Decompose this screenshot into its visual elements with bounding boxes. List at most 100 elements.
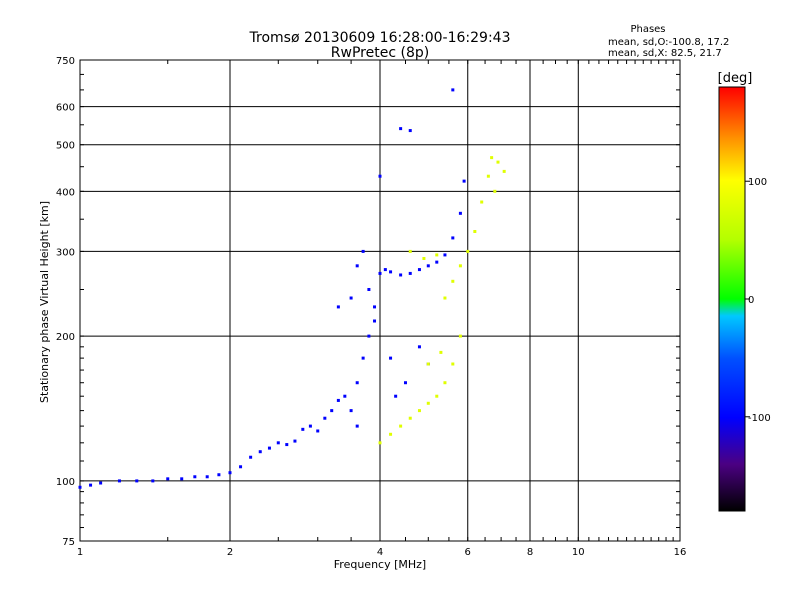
data-point-o xyxy=(373,319,377,323)
y-tick-label: 600 xyxy=(56,103,75,114)
data-point-o xyxy=(180,477,184,481)
data-point-o xyxy=(373,305,377,309)
data-point-o xyxy=(408,129,412,133)
data-point-o xyxy=(355,381,359,385)
chart-subtitle: RwPretec (8p) xyxy=(331,45,429,61)
x-tick-label: 10 xyxy=(572,547,585,558)
axis-ticks: 1 2 4 6 8 10 16 75 100 200 300 400 500 600 750 xyxy=(56,56,686,558)
data-point-x xyxy=(422,256,426,260)
data-point-o xyxy=(458,211,462,215)
grid-lines xyxy=(80,60,680,541)
data-point-o xyxy=(408,271,412,275)
data-point-o xyxy=(417,268,421,272)
data-point-o xyxy=(336,305,340,309)
data-point-o xyxy=(367,334,371,338)
data-point-x xyxy=(426,362,430,366)
data-point-o xyxy=(462,179,466,183)
stats-title: Phases xyxy=(630,24,665,35)
data-point-x xyxy=(493,189,497,193)
data-point-o xyxy=(336,398,340,402)
y-tick-label: 750 xyxy=(56,56,75,67)
colorbar-label: [deg] xyxy=(718,71,753,86)
data-point-x xyxy=(389,432,393,436)
data-point-o xyxy=(343,394,347,398)
x-tick-label: 16 xyxy=(674,547,687,558)
data-point-o xyxy=(399,127,403,131)
stats-line-o: mean, sd,O:-100.8, 17.2 xyxy=(608,37,729,48)
data-point-o xyxy=(228,471,232,475)
data-point-o xyxy=(78,485,82,489)
data-point-x xyxy=(486,174,490,178)
x-tick-label: 6 xyxy=(465,547,471,558)
data-point-o xyxy=(451,88,455,92)
data-point-o xyxy=(99,481,103,485)
data-point-o xyxy=(323,416,327,420)
data-point-o xyxy=(435,260,439,264)
colorbar-ticks: 100 0 -100 xyxy=(745,177,771,424)
data-point-o xyxy=(217,473,221,477)
data-point-o xyxy=(151,479,155,483)
data-point-o xyxy=(249,455,253,459)
data-point-o xyxy=(301,427,305,431)
y-tick-label: 500 xyxy=(56,141,75,152)
y-tick-label: 75 xyxy=(62,537,75,548)
x-axis-label: Frequency [MHz] xyxy=(334,558,426,571)
data-point-o xyxy=(239,465,243,469)
data-point-x xyxy=(443,296,447,300)
data-point-o xyxy=(166,477,170,481)
data-point-o xyxy=(117,479,121,483)
data-point-x xyxy=(417,409,421,413)
stats-line-x: mean, sd,X: 82.5, 21.7 xyxy=(608,48,722,59)
data-point-o xyxy=(258,450,262,454)
y-axis-label: Stationary phase Virtual Height [km] xyxy=(38,201,51,403)
data-point-o xyxy=(378,271,382,275)
data-point-x xyxy=(443,381,447,385)
x-tick-label: 8 xyxy=(527,547,533,558)
data-point-x xyxy=(480,200,484,204)
data-point-x xyxy=(466,249,470,253)
data-point-x xyxy=(399,424,403,428)
data-point-x xyxy=(435,394,439,398)
data-point-o xyxy=(383,268,387,272)
colorbar-tick-label: -100 xyxy=(748,413,771,424)
data-point-o xyxy=(135,479,139,483)
data-point-x xyxy=(458,264,462,268)
data-point-x xyxy=(458,334,462,338)
data-point-o xyxy=(394,394,398,398)
x-tick-label: 4 xyxy=(377,547,383,558)
data-point-o xyxy=(293,439,297,443)
y-tick-label: 200 xyxy=(56,332,75,343)
data-point-o xyxy=(417,345,421,349)
data-point-o xyxy=(361,356,365,360)
data-point-o xyxy=(451,236,455,240)
x-tick-label: 2 xyxy=(227,547,233,558)
colorbar xyxy=(718,86,746,512)
y-tick-label: 400 xyxy=(56,187,75,198)
data-point-o xyxy=(330,409,334,413)
chart-title: Tromsø 20130609 16:28:00-16:29:43 xyxy=(249,30,511,46)
data-point-o xyxy=(389,356,393,360)
data-point-o xyxy=(349,296,353,300)
data-point-o xyxy=(349,409,353,413)
data-point-o xyxy=(205,475,209,479)
data-point-o xyxy=(443,253,447,257)
data-point-o xyxy=(399,273,403,277)
data-point-x xyxy=(473,229,477,233)
data-point-x xyxy=(435,253,439,257)
data-point-x xyxy=(496,160,500,164)
data-point-x xyxy=(490,156,494,160)
data-point-o xyxy=(276,441,280,445)
data-point-o xyxy=(355,424,359,428)
data-points xyxy=(78,88,506,489)
data-point-o xyxy=(403,381,407,385)
colorbar-tick-label: 0 xyxy=(748,295,754,306)
data-point-o xyxy=(89,483,93,487)
data-point-o xyxy=(378,174,382,178)
data-point-o xyxy=(193,475,197,479)
data-point-x xyxy=(408,249,412,253)
data-point-x xyxy=(378,441,382,445)
data-point-o xyxy=(267,446,271,450)
data-point-x xyxy=(426,401,430,405)
data-point-o xyxy=(316,429,320,433)
